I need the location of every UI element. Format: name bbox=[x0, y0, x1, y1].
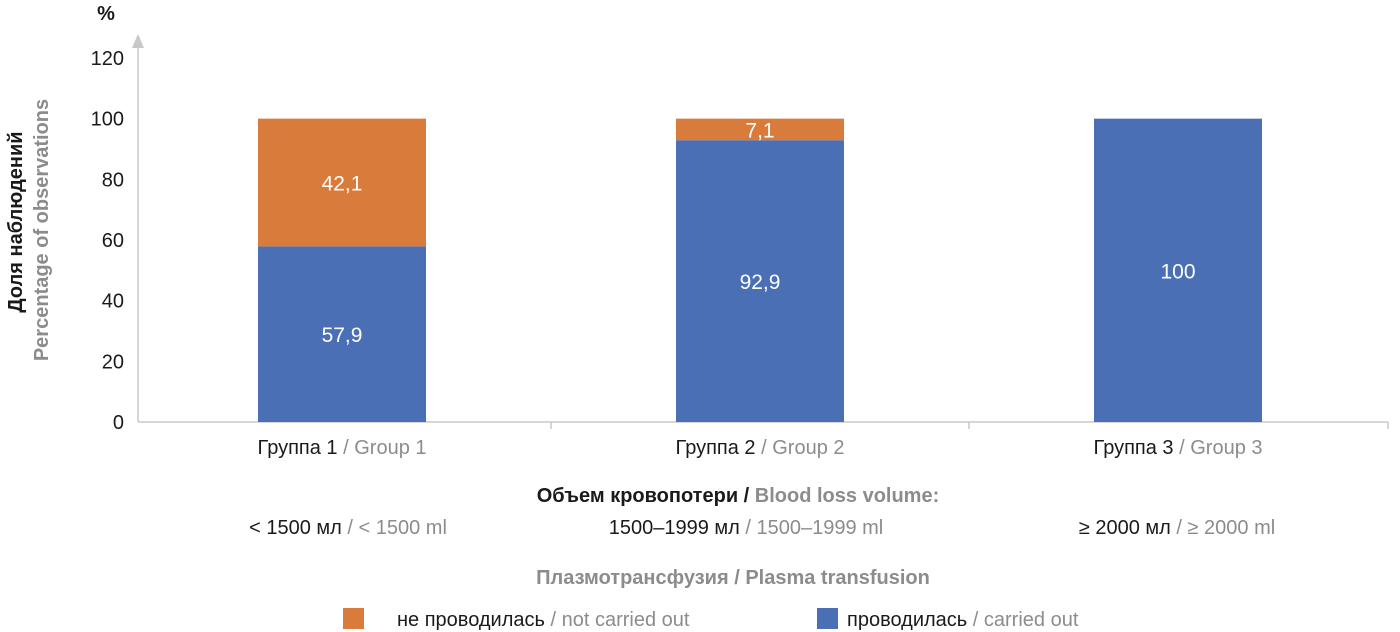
category-range-ru: 1500–1999 мл bbox=[609, 517, 740, 539]
category-label-sep: / bbox=[1174, 437, 1191, 459]
category-label-ru: Группа 2 bbox=[675, 437, 755, 459]
category-label-sep: / bbox=[756, 437, 773, 459]
y-unit-label: % bbox=[97, 3, 115, 25]
category-label-en: Group 3 bbox=[1190, 437, 1262, 459]
y-tick-label: 100 bbox=[91, 109, 124, 131]
x-axis-title: Объем кровопотери / Blood loss volume: bbox=[537, 485, 940, 507]
category-label-en: Group 2 bbox=[772, 437, 844, 459]
y-tick-label: 20 bbox=[102, 351, 124, 373]
category-range-en: ≥ 2000 ml bbox=[1188, 517, 1276, 539]
x-axis-title-ru: Объем кровопотери bbox=[537, 485, 738, 507]
category-label-en: Group 1 bbox=[354, 437, 426, 459]
bar-segment-not-carried-out bbox=[258, 118, 426, 247]
y-tick-label: 80 bbox=[102, 169, 124, 191]
legend-title-en: Plasma transfusion bbox=[745, 567, 930, 589]
category-label-ru: Группа 1 bbox=[257, 437, 337, 459]
bar-segment-carried-out bbox=[1094, 118, 1262, 423]
y-axis-title-en: Percentage of observations bbox=[31, 99, 53, 361]
legend: не проводилась / not carried out проводи… bbox=[343, 608, 1079, 631]
category-label: Группа 1 / Group 1 bbox=[257, 437, 426, 459]
category-label: Группа 2 / Group 2 bbox=[675, 437, 844, 459]
bar-segment-carried-out bbox=[676, 140, 844, 422]
bars: 57,9 42,1 92,9 7,1 100 bbox=[258, 118, 1262, 423]
bar-segment-not-carried-out bbox=[676, 118, 844, 141]
data-label: 100 bbox=[1160, 260, 1195, 283]
legend-label-sep: / bbox=[967, 609, 984, 631]
y-tick-label: 120 bbox=[91, 48, 124, 70]
data-label: 7,1 bbox=[745, 119, 774, 142]
category-range-label: 1500–1999 мл / 1500–1999 ml bbox=[609, 517, 884, 539]
category-range-ru: < 1500 мл bbox=[249, 517, 342, 539]
legend-item-not-carried-out: не проводилась / not carried out bbox=[397, 609, 690, 631]
category-label-ru: Группа 3 bbox=[1093, 437, 1173, 459]
category-range-label: ≥ 2000 мл / ≥ 2000 ml bbox=[1079, 517, 1275, 539]
legend-title-ru: Плазмотрансфузия bbox=[536, 567, 728, 589]
category-range-label: < 1500 мл / < 1500 ml bbox=[249, 517, 447, 539]
category-range-sep: / bbox=[1171, 517, 1188, 539]
legend-swatch-not-carried-out bbox=[343, 608, 364, 629]
category-range-sep: / bbox=[740, 517, 757, 539]
legend-label-en: not carried out bbox=[562, 609, 690, 631]
category-range-en: 1500–1999 ml bbox=[756, 517, 883, 539]
category-range-sep: / bbox=[342, 517, 359, 539]
legend-title: Плазмотрансфузия / Plasma transfusion bbox=[536, 567, 930, 589]
y-tick-label: 60 bbox=[102, 230, 124, 252]
data-label: 42,1 bbox=[322, 173, 363, 196]
x-axis-title-sep: / bbox=[738, 485, 755, 507]
category-label-sep: / bbox=[338, 437, 355, 459]
y-tick-label: 40 bbox=[102, 291, 124, 313]
y-tick-labels: 0 20 40 60 80 100 120 bbox=[91, 48, 124, 434]
category-range-ru: ≥ 2000 мл bbox=[1079, 517, 1171, 539]
category-range-en: < 1500 ml bbox=[359, 517, 447, 539]
legend-title-sep: / bbox=[729, 567, 746, 589]
bar-segment-carried-out bbox=[258, 246, 426, 422]
category-labels: Группа 1 / Group 1 < 1500 мл / < 1500 ml Г… bbox=[249, 437, 1275, 539]
category-label: Группа 3 / Group 3 bbox=[1093, 437, 1262, 459]
data-label: 92,9 bbox=[740, 271, 781, 294]
legend-label-ru: не проводилась bbox=[397, 609, 545, 631]
legend-item-carried-out: проводилась / carried out bbox=[847, 609, 1079, 631]
legend-label-en: carried out bbox=[984, 609, 1079, 631]
legend-label-sep: / bbox=[545, 609, 562, 631]
y-axis-arrow bbox=[132, 34, 144, 48]
legend-label-ru: проводилась bbox=[847, 609, 967, 631]
legend-swatch-carried-out bbox=[817, 608, 838, 629]
y-tick-label: 0 bbox=[113, 412, 124, 434]
x-tick-marks bbox=[550, 422, 1389, 429]
data-label: 57,9 bbox=[322, 324, 363, 347]
x-axis-title-en: Blood loss volume: bbox=[755, 485, 939, 507]
y-axis-title-ru: Доля наблюдений bbox=[5, 131, 27, 312]
